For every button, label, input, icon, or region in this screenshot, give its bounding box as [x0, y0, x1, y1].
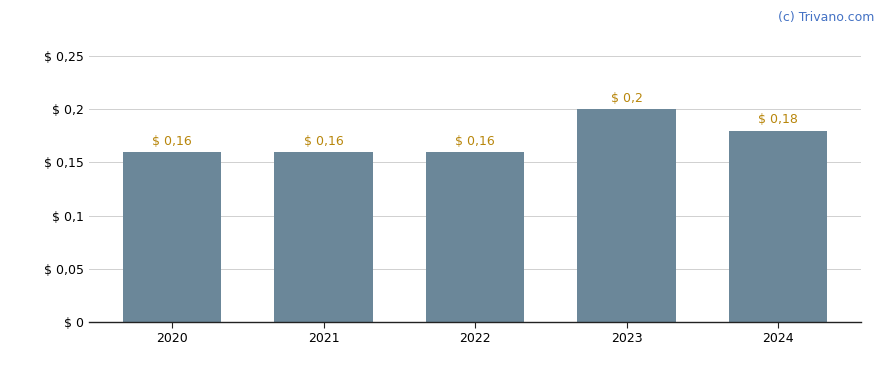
Bar — [426, 152, 524, 322]
Bar — [729, 131, 828, 322]
Text: $ 0,16: $ 0,16 — [152, 135, 192, 148]
Bar — [123, 152, 221, 322]
Text: $ 0,18: $ 0,18 — [758, 113, 798, 126]
Bar — [274, 152, 373, 322]
Text: (c) Trivano.com: (c) Trivano.com — [778, 11, 875, 24]
Text: $ 0,2: $ 0,2 — [611, 92, 643, 105]
Text: $ 0,16: $ 0,16 — [304, 135, 344, 148]
Bar — [577, 109, 676, 322]
Text: $ 0,16: $ 0,16 — [456, 135, 495, 148]
